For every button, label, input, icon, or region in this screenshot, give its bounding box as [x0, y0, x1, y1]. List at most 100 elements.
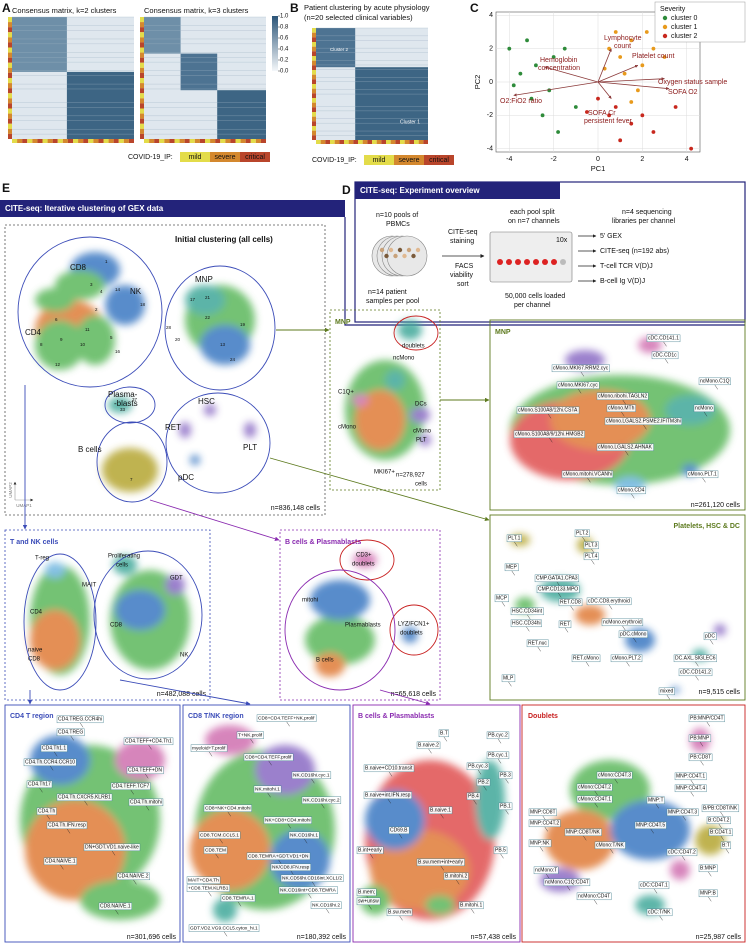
label: PLT.2	[576, 530, 589, 536]
label-leader	[564, 627, 569, 633]
label: PB.cyc.2	[488, 732, 508, 738]
annotation-bar	[140, 118, 144, 124]
label-leader	[659, 915, 663, 921]
loading-label: O2:FiO2 ratio	[500, 98, 542, 105]
loading-arrow	[513, 81, 599, 97]
label-leader	[690, 791, 694, 797]
point	[673, 105, 678, 109]
label-leader	[725, 848, 730, 854]
heatmap-block	[217, 90, 266, 139]
label: CD4.Th.CXCR5.KLRB1	[58, 794, 111, 800]
annotation-bar	[140, 37, 144, 43]
loading-arrow	[597, 77, 665, 83]
cell-count: n=261,120 cells	[691, 502, 741, 509]
cluster-number: 18	[140, 302, 146, 307]
annotation-bar	[344, 140, 349, 144]
legend-title: COVID-19_IP:	[312, 157, 357, 164]
loading-arrow	[597, 48, 612, 83]
cell-count: n=57,438 cells	[471, 934, 517, 941]
cell-cloud	[665, 395, 715, 425]
label: NK+CD8+CD4.mitohi	[265, 817, 311, 823]
annotation-bar	[184, 139, 190, 143]
label: ncMono	[393, 356, 415, 362]
annotation-bar	[8, 128, 12, 134]
label: CD8.TEMRA.1	[222, 895, 254, 901]
label-leader	[398, 833, 403, 839]
cluster-number: 14	[115, 287, 121, 292]
label: CD4.NAIVE.1	[45, 858, 76, 864]
loading-label: count	[614, 43, 631, 50]
label: cMono:T/NK	[596, 842, 624, 848]
point	[636, 88, 640, 93]
legend-swatch	[210, 152, 240, 162]
label-leader	[501, 601, 506, 607]
point	[618, 138, 623, 143]
label-leader	[708, 871, 712, 877]
cell-cloud	[305, 615, 375, 665]
annotation-bar	[312, 130, 316, 136]
point	[562, 46, 567, 51]
label-leader	[287, 823, 291, 829]
annotation-bar	[98, 139, 104, 143]
person-icon	[397, 247, 403, 253]
umap-embedding	[35, 252, 256, 492]
cell-cloud	[102, 448, 158, 492]
cluster-number: 7	[130, 477, 133, 482]
label: cDC.CD8.erythroid	[588, 598, 630, 604]
label-leader	[443, 736, 448, 742]
label: on n=7 channels	[508, 218, 560, 225]
panel-box	[521, 704, 746, 943]
annotation-bar	[334, 140, 340, 144]
label: B.naive+CD10.transit	[365, 765, 413, 771]
label-leader	[720, 811, 724, 817]
annotation-bar	[22, 139, 28, 143]
label-leader	[583, 835, 587, 841]
cluster-number: 11	[85, 327, 90, 332]
cell-cloud	[185, 285, 225, 315]
label: CD8	[28, 657, 41, 663]
annotation-bar	[312, 84, 316, 89]
cell-cloud	[80, 880, 160, 920]
loading-arrow	[544, 66, 599, 83]
label-leader	[325, 908, 330, 914]
annotation-bar	[390, 140, 396, 144]
point	[585, 110, 589, 114]
pool-icon	[386, 235, 428, 277]
point	[651, 46, 656, 51]
label: B.sw.mem	[388, 909, 411, 915]
label: MNP	[495, 329, 511, 336]
cell-cloud	[545, 810, 615, 870]
connector	[149, 499, 280, 541]
label: MNP:CD8T/NK	[566, 829, 601, 835]
label: viability	[450, 272, 473, 279]
cell-count: n=301,696 cells	[127, 934, 177, 941]
chip-well	[497, 259, 503, 265]
label-leader	[223, 931, 228, 937]
label: cMono	[413, 429, 432, 435]
annotation-bar	[418, 140, 424, 144]
person-icon	[388, 247, 394, 253]
cluster-number: 24	[230, 357, 236, 362]
label: RET.CD8	[560, 599, 581, 605]
label: FACS	[455, 263, 474, 270]
label: Plasma-	[108, 390, 138, 399]
annotation-bar	[108, 139, 114, 143]
outline	[284, 569, 396, 691]
annotation-bar	[240, 139, 246, 143]
label: MNP:CD4T.5	[636, 822, 665, 828]
label: RET.nuc	[528, 640, 547, 646]
label: cMono.MTh	[608, 405, 635, 411]
point	[596, 96, 600, 101]
label: NK.CD16hi.cyc.2	[303, 797, 340, 803]
loading-arrow	[597, 81, 670, 90]
annotation-bar	[215, 139, 221, 143]
label-leader	[681, 855, 686, 861]
label: CD8.NAIVE.1	[100, 903, 131, 909]
label: PB.5	[495, 847, 506, 853]
label: cMono.mitohi.VCANhi	[563, 471, 612, 477]
annotation-bar	[140, 67, 144, 73]
x-tick-label: -4	[506, 156, 512, 163]
label: CD4.TEFF.TCF7	[112, 783, 149, 789]
annotation-bar	[312, 65, 316, 70]
